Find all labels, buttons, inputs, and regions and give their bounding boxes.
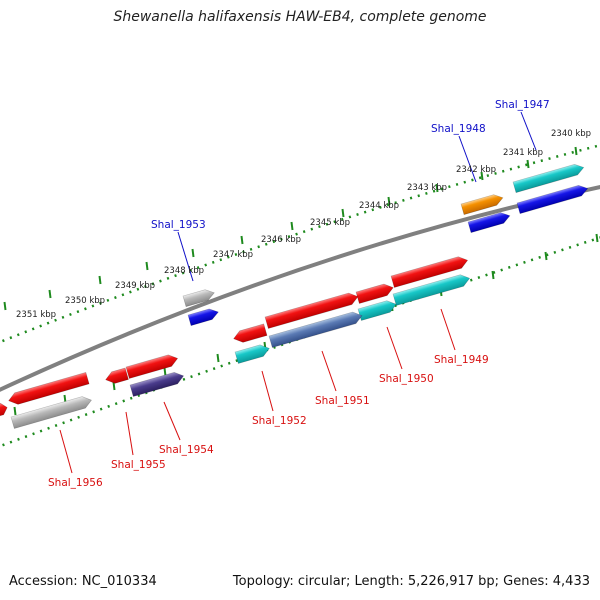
leader-line [440,308,456,351]
tick-label: 2348 kbp [164,266,204,276]
major-tick [13,406,17,416]
major-tick [240,235,244,245]
gene-label-shal-1956[interactable]: Shal_1956 [48,477,103,489]
leader-line [59,429,73,474]
gene-arrow-shal-1950-b[interactable] [357,299,398,321]
gene-arrow-shal-1951-a[interactable] [264,291,360,329]
topology-text: Topology: circular; Length: 5,226,917 bp… [232,574,590,589]
gene-arrow-shal-1951-b[interactable] [268,310,364,348]
gene-arrow-shal-1955[interactable] [104,367,129,386]
major-tick [435,183,439,193]
gene-arrow-shal-1952-b[interactable] [234,343,271,364]
major-tick [491,270,495,280]
major-tick [48,289,52,299]
gene-arrow-shal-1948-b[interactable] [467,210,511,233]
gene-arrow-shal-1949-a[interactable] [390,255,469,288]
gene-arrow-shal-1953[interactable] [182,287,216,307]
tick-label: 2344 kbp [359,201,399,211]
leader-line [321,350,337,392]
gene-label-shal-1952[interactable]: Shal_1952 [252,415,307,427]
gene-label-shal-1949[interactable]: Shal_1949 [434,354,489,366]
gene-label-shal-1948[interactable]: Shal_1948 [431,123,486,135]
gene-arrow-shal-1949-b[interactable] [392,273,471,306]
gene-arrow-shal-1954-a[interactable] [125,353,179,379]
leader-line [177,231,194,282]
outer-tick-track [0,144,600,344]
major-tick [341,208,345,218]
gene-label-shal-1947[interactable]: Shal_1947 [495,99,550,111]
gene-arrow-shal-1947-a[interactable] [512,162,585,193]
major-tick [163,367,167,377]
major-tick [3,301,7,311]
accession-text: Accession: NC_010334 [9,574,157,589]
major-tick [544,251,548,261]
tick-label: 2350 kbp [65,296,105,306]
gene-arrow-shal-1956-b[interactable] [10,394,93,429]
leader-line [125,411,134,456]
leader-line [163,401,181,441]
major-tick [526,159,530,169]
leader-line [458,135,477,183]
gene-arrow-shal-1953-b[interactable] [187,307,220,326]
gene-arrow-shal-1954-b[interactable] [129,370,185,397]
major-tick [145,261,149,271]
map-title: Shewanella halifaxensis HAW-EB4, complet… [113,9,487,25]
major-tick [595,233,599,243]
tick-label: 2351 kbp [16,310,56,320]
leader-line [520,111,537,151]
major-tick [387,196,391,206]
gene-label-shal-1950[interactable]: Shal_1950 [379,373,434,385]
gene-arrow-shal-1947-b[interactable] [516,183,589,214]
gene-label-shal-1951[interactable]: Shal_1951 [315,395,370,407]
major-tick [191,248,195,258]
tick-label: 2342 kbp [456,165,496,175]
tick-label: 2346 kbp [261,235,301,245]
major-tick [290,221,294,231]
major-tick [112,381,116,391]
gene-arrow-edge[interactable] [0,402,9,417]
tick-label: 2343 kbp [407,183,447,193]
tick-label: 2340 kbp [551,129,591,139]
gene-arrow-shal-1952-a[interactable] [232,323,268,345]
tick-label: 2341 kbp [503,148,543,158]
gene-arrow-shal-1956-a[interactable] [7,372,90,406]
leader-line [386,326,403,370]
gene-label-shal-1953[interactable]: Shal_1953 [151,219,206,231]
major-tick [574,146,578,156]
tick-label: 2345 kbp [310,218,350,228]
genome-backbone [0,185,600,392]
gene-label-shal-1954[interactable]: Shal_1954 [159,444,214,456]
tick-label: 2347 kbp [213,250,253,260]
gene-label-shal-1955[interactable]: Shal_1955 [111,459,166,471]
leader-line [261,370,274,412]
gene-arrow-shal-1950-a[interactable] [355,282,395,304]
major-tick [216,353,220,363]
major-tick [480,171,484,181]
major-tick [98,275,102,285]
tick-label: 2349 kbp [115,281,155,291]
gene-arrow-shal-1948[interactable] [460,192,504,215]
